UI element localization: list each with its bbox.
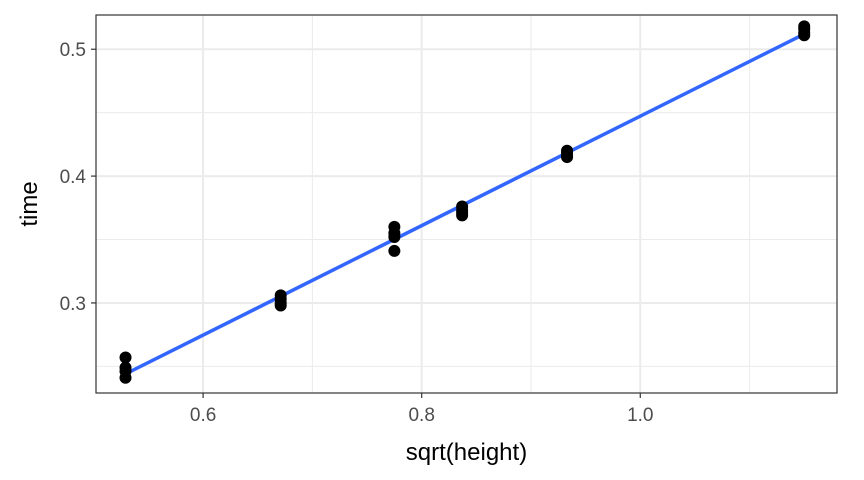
axis-ticks xyxy=(91,48,641,398)
data-point xyxy=(388,244,401,257)
data-points xyxy=(119,20,811,384)
data-point xyxy=(119,371,132,384)
data-point xyxy=(274,299,287,312)
x-tick-label: 1.0 xyxy=(627,405,653,426)
y-tick-label: 0.3 xyxy=(60,294,86,315)
data-point xyxy=(119,351,132,364)
axis-tick-labels: 0.6 0.8 1.0 0.3 0.4 0.5 xyxy=(60,40,654,426)
x-tick-label: 0.8 xyxy=(408,405,434,426)
data-point xyxy=(456,209,469,222)
x-tick-label: 0.6 xyxy=(190,405,216,426)
data-point xyxy=(798,29,811,42)
y-tick-label: 0.5 xyxy=(60,40,86,61)
data-point xyxy=(388,230,401,243)
grid-lines xyxy=(96,15,837,393)
data-point xyxy=(561,151,574,164)
y-axis-title: time xyxy=(16,181,43,226)
panel-border xyxy=(95,14,838,394)
x-axis-title: sqrt(height) xyxy=(406,439,527,466)
y-tick-label: 0.4 xyxy=(60,167,87,188)
